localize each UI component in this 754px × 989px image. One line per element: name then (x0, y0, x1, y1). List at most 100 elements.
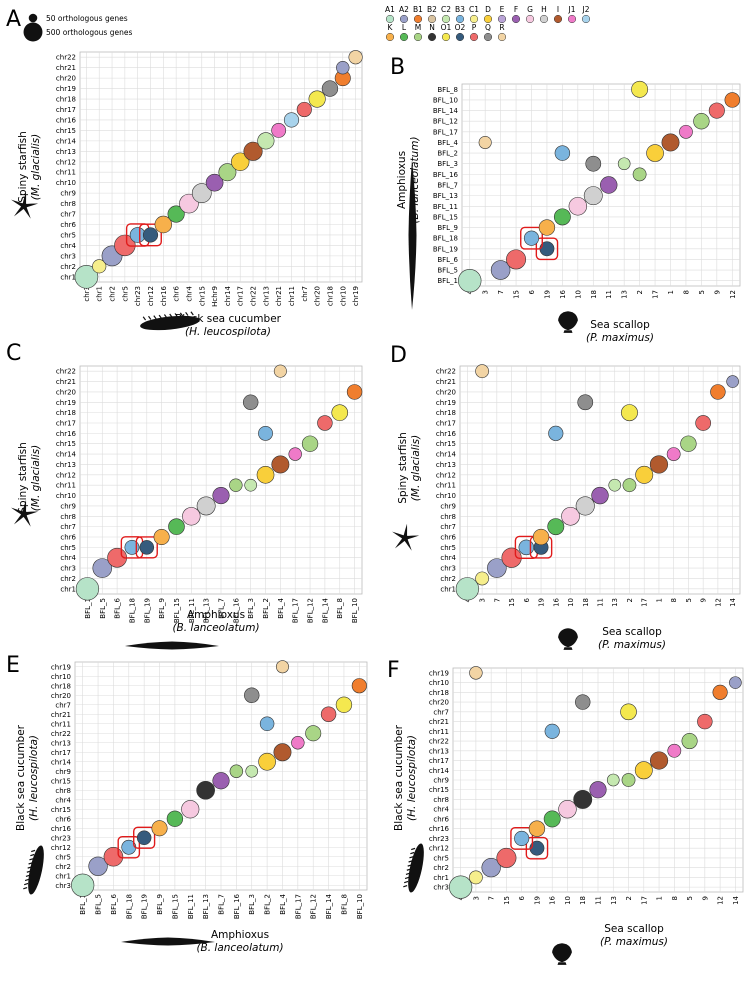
color-legend-label: K (388, 23, 394, 32)
y-tick-label: BFL_18 (433, 235, 458, 243)
starfish-body (20, 202, 28, 210)
y-tick-label: BFL_19 (433, 245, 458, 253)
y-tick-label: chr16 (429, 825, 450, 833)
data-point (75, 577, 100, 601)
highlight-box (520, 226, 543, 250)
color-legend-dot (553, 14, 563, 24)
color-legend-dot (427, 32, 437, 42)
y-tick-label: chr21 (429, 718, 449, 726)
x-tick-label: 12 (729, 290, 737, 299)
y-tick-label: chr13 (56, 461, 76, 469)
data-point (649, 455, 669, 474)
color-legend-label: C2 (441, 5, 451, 14)
cucumber-spike (404, 876, 410, 880)
y-tick-label: chr22 (429, 738, 449, 746)
color-legend-label: B2 (427, 5, 437, 14)
data-point (88, 856, 108, 876)
color-legend-dot (511, 14, 521, 24)
data-point (697, 713, 713, 730)
x-axis-label: Black sea cucumber (175, 313, 282, 325)
y-tick-label: chr7 (60, 523, 76, 531)
data-point (139, 540, 155, 555)
x-tick-label: 19 (543, 290, 551, 299)
data-point (320, 706, 337, 722)
data-point (591, 486, 609, 505)
data-point (92, 558, 113, 578)
y-tick-label: chr12 (429, 845, 449, 853)
panel-letter: F (387, 658, 400, 683)
scallop-hinge (563, 647, 573, 650)
y-tick-label: BFL_11 (433, 203, 458, 211)
y-tick-label: chr11 (51, 720, 71, 728)
x-tick-label: BFL_16 (232, 597, 240, 623)
y-tick-label: chr10 (429, 679, 449, 687)
x-tick-label: 1 (656, 896, 664, 900)
data-point (151, 820, 168, 837)
cucumber-spike (25, 874, 30, 877)
x-tick-label: 10 (564, 896, 572, 905)
y-tick-label: chr19 (51, 663, 71, 671)
data-point (288, 447, 302, 461)
y-tick-label: chr16 (436, 430, 457, 438)
x-tick-label: 9 (713, 290, 721, 294)
y-axis-label: Spiny starfish (17, 442, 29, 514)
x-tick-label: 2 (626, 598, 634, 602)
color-legend-dot (525, 14, 535, 24)
panel-letter: A (6, 7, 21, 32)
x-tick-label: BFL_10 (351, 598, 359, 623)
color-legend-dot (385, 14, 395, 24)
y-tick-label: BFL_16 (433, 171, 459, 179)
x-tick-label: BFL_12 (307, 598, 315, 623)
x-tick-label: BFL_14 (325, 893, 333, 919)
y-tick-label: chr13 (436, 461, 456, 469)
y-axis-label: Spiny starfish (397, 432, 409, 504)
color-legend-label: A1 (385, 5, 395, 14)
data-point (693, 113, 710, 130)
x-axis-species: (B. lanceolatum) (172, 622, 259, 634)
data-point (182, 507, 201, 526)
x-tick-label: 5 (685, 598, 693, 602)
data-point (469, 666, 483, 680)
color-legend-label: B1 (413, 5, 423, 14)
x-tick-label: 19 (533, 896, 541, 905)
data-point (351, 678, 367, 694)
cucumber-spike (30, 853, 35, 857)
data-point (212, 486, 230, 505)
data-point (317, 415, 333, 431)
y-tick-label: chr12 (56, 471, 76, 479)
y-tick-label: chr15 (56, 127, 76, 135)
data-point (523, 230, 540, 246)
highlight-box (525, 836, 549, 860)
x-tick-label: 5 (686, 896, 694, 900)
y-tick-label: chr11 (429, 728, 449, 736)
y-tick-label: chr5 (60, 544, 76, 552)
x-tick-label: 10 (574, 290, 582, 299)
scallop-shell (558, 311, 578, 331)
color-legend-dot (427, 14, 437, 24)
cucumber-spike (153, 315, 157, 320)
data-point (154, 215, 173, 234)
data-point (258, 425, 273, 441)
x-tick-label: 12 (717, 896, 725, 905)
y-tick-label: chr6 (60, 534, 76, 542)
cucumber-spike (174, 313, 178, 318)
x-tick-label: 7 (488, 896, 496, 900)
data-point (308, 90, 326, 108)
y-tick-label: chr5 (55, 853, 71, 861)
size-legend-dot (28, 13, 38, 23)
y-tick-label: chr13 (51, 739, 71, 747)
color-legend-label: J1 (568, 5, 576, 14)
y-tick-label: BFL_5 (437, 267, 458, 275)
color-legend-dot (455, 14, 465, 24)
x-tick-label: 11 (595, 896, 603, 905)
scallop-silhouette (558, 628, 578, 650)
y-axis-label: Spiny starfish (17, 131, 29, 203)
data-point (573, 790, 593, 809)
data-point (71, 873, 95, 897)
x-tick-label: chr21 (275, 286, 283, 306)
x-tick-label: chr6 (173, 285, 181, 301)
y-tick-label: chr20 (56, 388, 76, 396)
y-tick-label: chr18 (56, 96, 76, 104)
